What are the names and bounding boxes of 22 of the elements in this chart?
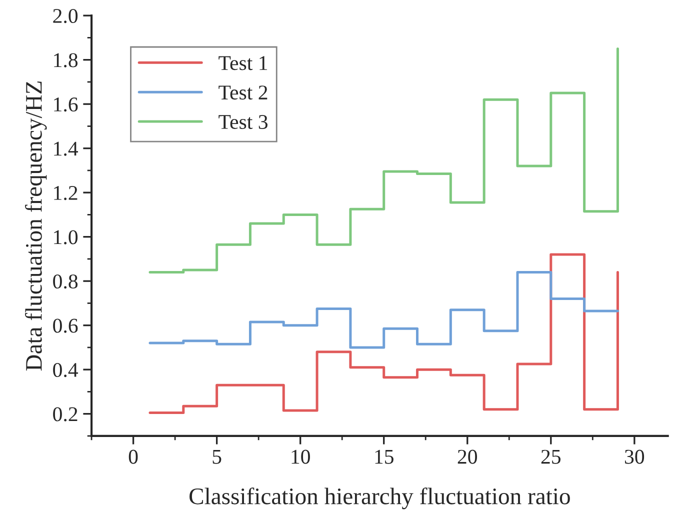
y-tick-label: 0.8 <box>53 274 78 289</box>
y-tick-label: 1.8 <box>54 53 78 68</box>
y-tick-label: 1.0 <box>54 230 78 244</box>
y-tick-label: 0.4 <box>53 362 78 378</box>
x-tick-label: 15 <box>375 450 394 464</box>
y-tick-label: 1.6 <box>54 98 78 112</box>
x-tick-label: 5 <box>212 450 222 464</box>
y-tick-label: 0.2 <box>53 407 78 422</box>
x-axis-title: Classification hierarchy fluctuation ratio <box>190 487 570 510</box>
legend-label: Test 1 <box>218 56 268 70</box>
y-tick-label: 1.4 <box>54 142 78 156</box>
y-tick-label: 2.0 <box>53 8 78 24</box>
y-axis-title: Data fluctuation frequency/HZ <box>25 82 47 371</box>
y-tick-label: 0.6 <box>53 318 78 333</box>
legend-label: Test 2 <box>218 86 268 100</box>
legend-label: Test 3 <box>218 115 268 129</box>
x-tick-label: 30 <box>625 450 644 464</box>
x-tick-label: 20 <box>458 450 477 464</box>
x-tick-label: 25 <box>541 450 560 464</box>
y-tick-label: 1.2 <box>54 186 78 200</box>
x-tick-label: 0 <box>128 450 138 464</box>
x-tick-label: 10 <box>292 450 310 464</box>
